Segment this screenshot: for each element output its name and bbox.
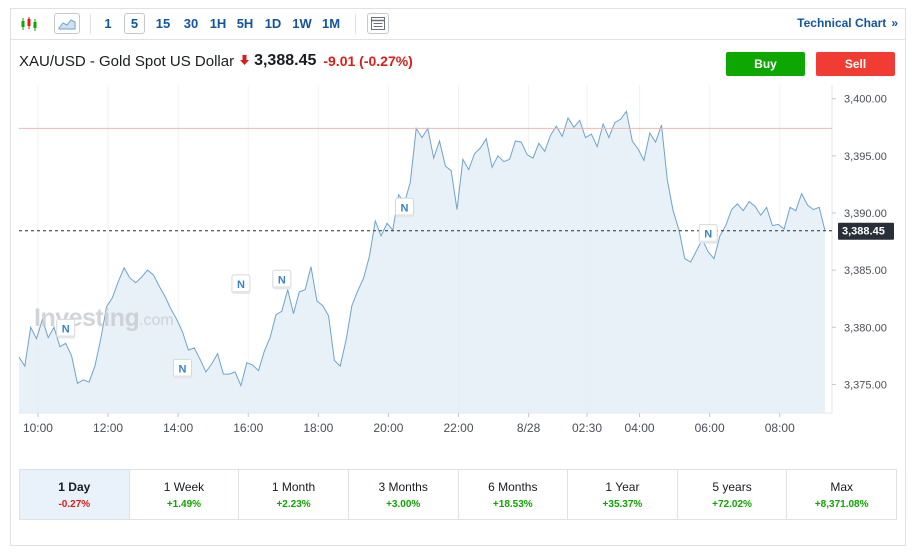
- period-change: +3.00%: [386, 498, 421, 510]
- buy-button[interactable]: Buy: [726, 52, 805, 76]
- last-price-badge: [838, 222, 894, 240]
- instrument-header: XAU/USD - Gold Spot US Dollar 3,388.45 -…: [19, 52, 413, 70]
- interval-1[interactable]: 1: [104, 16, 112, 31]
- candlestick-chart-icon[interactable]: [18, 13, 40, 34]
- sell-button[interactable]: Sell: [816, 52, 895, 76]
- news-marker[interactable]: N: [56, 318, 76, 339]
- period-tab-1-year[interactable]: 1 Year +35.37%: [568, 470, 678, 519]
- x-tick-label: 10:00: [23, 421, 53, 435]
- interval-1d[interactable]: 1D: [264, 16, 282, 31]
- interval-15[interactable]: 15: [155, 16, 171, 31]
- interval-1m[interactable]: 1M: [321, 16, 341, 31]
- instrument-name: XAU/USD - Gold Spot US Dollar: [19, 52, 235, 70]
- news-marker-shadow: [57, 335, 75, 339]
- technical-chart-label: Technical Chart: [797, 16, 887, 30]
- chart-toolbar: 1 5 15 30 1H 5H 1D 1W 1M Technical Chart…: [10, 8, 906, 40]
- news-marker-label: N: [237, 279, 245, 291]
- data-table-icon[interactable]: [367, 13, 389, 34]
- x-tick-label: 22:00: [443, 421, 473, 435]
- period-label: 5 years: [712, 479, 752, 494]
- price-area: [19, 111, 825, 414]
- last-price-badge-label: 3,388.45: [842, 226, 885, 238]
- period-label: 1 Week: [163, 479, 205, 494]
- double-chevron-right-icon: »: [891, 16, 898, 30]
- interval-5[interactable]: 5: [124, 13, 145, 34]
- area-chart-icon[interactable]: [54, 13, 80, 34]
- news-marker-label: N: [62, 323, 70, 335]
- toolbar-divider: [355, 14, 356, 34]
- period-label: 1 Day: [58, 479, 91, 494]
- news-marker-shadow: [396, 214, 414, 218]
- interval-30[interactable]: 30: [183, 16, 199, 31]
- period-change: +8,371.08%: [814, 498, 869, 510]
- news-marker-shadow: [700, 240, 718, 244]
- period-tab-1-month[interactable]: 1 Month +2.23%: [239, 470, 349, 519]
- period-label: Max: [830, 479, 854, 494]
- period-change: +18.53%: [492, 498, 533, 510]
- period-tab-3-months[interactable]: 3 Months +3.00%: [349, 470, 459, 519]
- period-tab-5-years[interactable]: 5 years +72.02%: [678, 470, 788, 519]
- period-change: +72.02%: [712, 498, 752, 510]
- news-marker-label: N: [278, 274, 286, 286]
- y-tick-label: 3,390.00: [844, 208, 887, 220]
- x-tick-label: 20:00: [373, 421, 403, 435]
- price-change: -9.01 (-0.27%): [323, 53, 413, 69]
- period-performance-strip: 1 Day -0.27% 1 Week +1.49% 1 Month +2.23% 3 Mo…: [19, 469, 897, 520]
- interval-5h[interactable]: 5H: [236, 16, 254, 31]
- last-price: 3,388.45: [254, 52, 317, 69]
- investing-watermark: Investing .com: [34, 304, 174, 332]
- watermark-suffix: .com: [139, 312, 174, 329]
- technical-chart-link[interactable]: Technical Chart »: [797, 16, 898, 30]
- news-marker-shadow: [273, 286, 291, 290]
- period-label: 3 Months: [378, 479, 428, 494]
- interval-1h[interactable]: 1H: [209, 16, 227, 31]
- x-tick-label: 18:00: [303, 421, 333, 435]
- period-tab-1-day[interactable]: 1 Day -0.27%: [20, 470, 130, 519]
- news-marker-shadow: [174, 375, 192, 379]
- news-marker[interactable]: N: [698, 224, 718, 244]
- period-label: 1 Year: [605, 479, 640, 494]
- watermark-brand: Investing: [34, 304, 139, 332]
- period-tab-1-week[interactable]: 1 Week +1.49%: [130, 470, 240, 519]
- x-tick-label: 14:00: [163, 421, 193, 435]
- period-change: +1.49%: [166, 498, 202, 510]
- x-tick-label: 08:00: [765, 421, 795, 435]
- news-marker-label: N: [179, 363, 187, 375]
- y-tick-label: 3,395.00: [844, 151, 887, 163]
- x-tick-label: 8/28: [517, 421, 541, 435]
- period-change: +35.37%: [602, 498, 643, 510]
- period-label: 1 Month: [271, 479, 316, 494]
- down-arrow-icon: [240, 54, 250, 68]
- x-tick-label: 04:00: [625, 421, 655, 435]
- period-label: 6 Months: [488, 479, 538, 494]
- news-marker-label: N: [401, 202, 409, 214]
- news-marker[interactable]: N: [173, 358, 193, 379]
- price-line: [18, 110, 826, 388]
- x-tick-label: 06:00: [695, 421, 725, 435]
- news-marker[interactable]: N: [231, 274, 251, 294]
- y-tick-label: 3,385.00: [844, 265, 887, 277]
- news-marker[interactable]: N: [272, 269, 292, 290]
- x-tick-label: 16:00: [233, 421, 263, 435]
- y-tick-label: 3,375.00: [844, 379, 887, 391]
- news-marker[interactable]: N: [394, 197, 414, 218]
- y-tick-label: 3,380.00: [844, 322, 887, 334]
- interval-1w[interactable]: 1W: [292, 16, 312, 31]
- period-change: +2.23%: [276, 498, 311, 510]
- news-marker-label: N: [704, 229, 712, 241]
- x-tick-label: 02:30: [572, 421, 602, 435]
- x-tick-label: 12:00: [93, 421, 123, 435]
- period-tab-max[interactable]: Max +8,371.08%: [787, 470, 896, 519]
- period-tab-6-months[interactable]: 6 Months +18.53%: [459, 470, 569, 519]
- toolbar-divider: [90, 14, 91, 34]
- period-change: -0.27%: [58, 498, 91, 510]
- news-marker-shadow: [232, 290, 250, 294]
- y-tick-label: 3,400.00: [844, 94, 887, 106]
